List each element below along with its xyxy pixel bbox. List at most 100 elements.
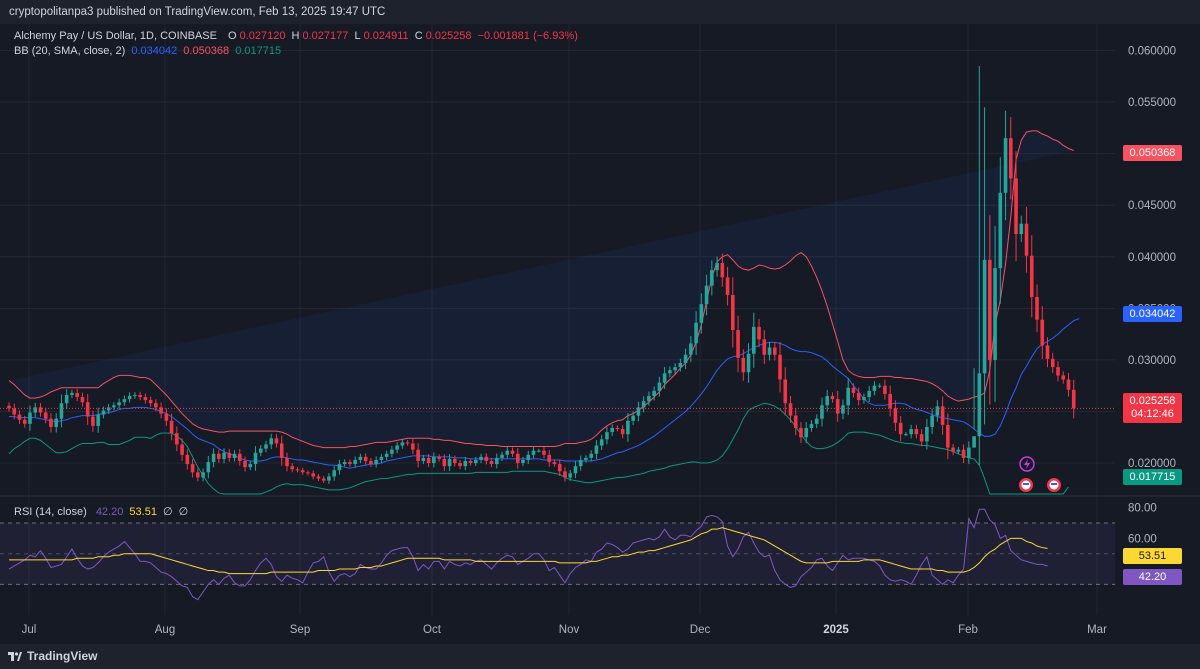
rsi-tick-label: 60.00 xyxy=(1128,533,1157,545)
x-tick-label: Aug xyxy=(155,624,175,636)
candle xyxy=(458,463,462,467)
candle xyxy=(411,443,415,450)
candle xyxy=(547,454,552,463)
publisher-text: cryptopolitanpa3 published on TradingVie… xyxy=(9,6,386,18)
candle xyxy=(883,385,887,394)
candle xyxy=(699,304,704,323)
candle xyxy=(851,387,856,393)
high-value: 0.027177 xyxy=(302,30,349,42)
candle xyxy=(1008,138,1013,179)
candle xyxy=(998,192,1003,269)
candle xyxy=(704,285,709,305)
x-tick-label: Mar xyxy=(1087,624,1107,636)
candle xyxy=(762,339,767,355)
candle xyxy=(264,444,268,449)
x-tick-label: Nov xyxy=(559,624,580,636)
candle xyxy=(510,450,515,454)
candle xyxy=(862,397,866,401)
candle xyxy=(610,427,614,433)
candle xyxy=(988,259,992,360)
candle xyxy=(799,427,803,438)
candle xyxy=(767,347,772,355)
candle xyxy=(725,277,730,295)
candle xyxy=(505,450,510,455)
candle xyxy=(589,453,593,458)
candle xyxy=(820,405,824,419)
close-value: 0.025258 xyxy=(425,30,472,42)
candle xyxy=(888,393,892,409)
candle xyxy=(374,459,378,465)
open-label: O xyxy=(228,30,237,42)
bb-upper-value: 0.050368 xyxy=(183,45,230,57)
candle xyxy=(494,457,499,465)
candle xyxy=(631,415,635,421)
close-label: C xyxy=(414,30,423,42)
candle xyxy=(1003,138,1008,193)
candle xyxy=(641,401,646,408)
candle xyxy=(652,390,656,397)
candle xyxy=(248,464,253,468)
candle xyxy=(526,454,531,460)
candle xyxy=(689,343,693,355)
tradingview-logo-icon xyxy=(8,652,22,661)
last-price-value: 0.025258 xyxy=(1129,395,1176,407)
us-flag-stripe xyxy=(1023,483,1029,485)
candle xyxy=(379,456,384,460)
candle xyxy=(80,397,85,403)
candle xyxy=(542,450,546,455)
candle xyxy=(620,429,625,435)
candle xyxy=(190,464,195,473)
bb-basis-tag: 0.034042 xyxy=(1123,306,1182,322)
candle xyxy=(668,370,672,374)
candle xyxy=(112,405,116,408)
candle xyxy=(993,268,997,360)
candle xyxy=(647,396,651,402)
candle xyxy=(1029,255,1034,297)
x-tick-label: Dec xyxy=(690,624,711,636)
change-value: −0.001881 (−6.93%) xyxy=(477,30,578,42)
candle xyxy=(783,379,788,404)
chart-area[interactable]: 0.0200000.0250000.0300000.0350000.040000… xyxy=(0,24,1200,644)
candle xyxy=(96,414,100,426)
candle xyxy=(348,462,352,465)
candle xyxy=(521,459,525,464)
candle xyxy=(269,438,274,445)
candle xyxy=(164,413,169,421)
candle xyxy=(626,420,630,435)
y-tick-label: 0.030000 xyxy=(1128,355,1176,367)
candle xyxy=(148,400,153,404)
us-flag-stripe xyxy=(1051,483,1057,485)
candle xyxy=(825,396,830,406)
candle xyxy=(982,259,987,374)
candle xyxy=(563,471,567,478)
candle xyxy=(222,452,226,459)
rsi-ma-tag: 53.51 xyxy=(1123,548,1182,564)
candle xyxy=(977,373,982,437)
candle xyxy=(295,469,300,471)
rsi-legend: RSI (14, close) 42.20 53.51 ∅ ∅ xyxy=(14,505,191,518)
candle xyxy=(657,382,662,391)
x-tick-label: Sep xyxy=(290,624,310,636)
candle xyxy=(332,470,336,477)
bb-upper-tag: 0.050368 xyxy=(1123,145,1182,161)
candle xyxy=(930,415,934,427)
candle xyxy=(474,459,478,464)
bb-label: BB (20, SMA, close, 2) xyxy=(14,45,126,57)
candle xyxy=(59,403,64,419)
candle xyxy=(683,354,688,364)
candle xyxy=(793,415,798,428)
candle xyxy=(337,464,342,471)
symbol-name: Alchemy Pay / US Dollar, 1D, COINBASE xyxy=(14,30,217,42)
candle xyxy=(584,457,588,460)
candle xyxy=(442,458,447,467)
candle xyxy=(830,396,835,400)
candle xyxy=(736,329,740,358)
candle xyxy=(211,453,216,463)
candle xyxy=(447,458,452,467)
candle xyxy=(715,262,719,271)
candle xyxy=(432,456,436,464)
y-tick-label: 0.040000 xyxy=(1128,252,1176,264)
candle xyxy=(201,472,205,478)
candle xyxy=(227,452,232,458)
candle xyxy=(536,450,541,452)
